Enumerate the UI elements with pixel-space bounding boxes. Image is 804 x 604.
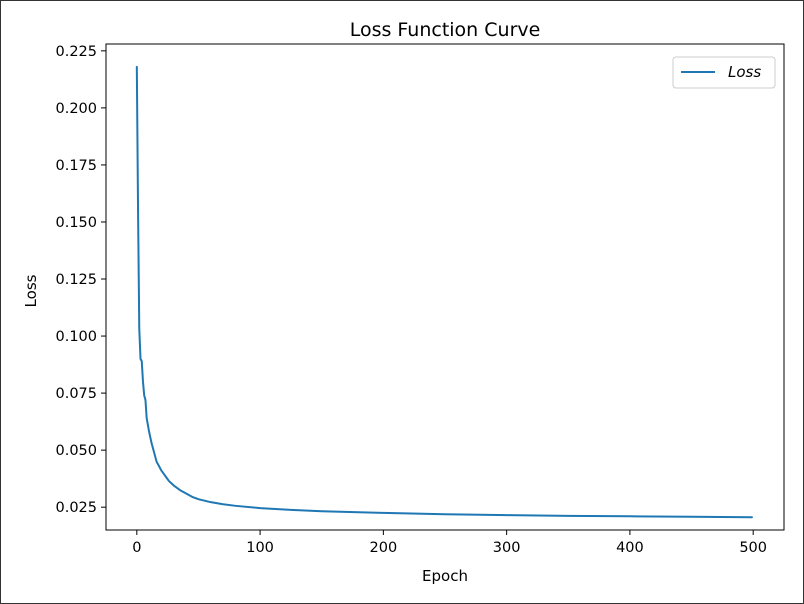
y-tick-label: 0.100 <box>55 329 97 345</box>
x-tick-label: 400 <box>616 540 644 556</box>
y-tick-label: 0.025 <box>55 500 97 516</box>
plot-area-frame <box>105 43 785 531</box>
x-tick-label: 500 <box>739 540 767 556</box>
x-tick-label: 0 <box>132 540 141 556</box>
x-tick-label: 100 <box>246 540 274 556</box>
legend-label-loss: Loss <box>728 63 761 81</box>
legend-box <box>672 56 776 89</box>
x-axis-label: Epoch <box>422 567 468 585</box>
y-tick-label: 0.225 <box>55 44 97 60</box>
y-axis-label: Loss <box>22 274 40 307</box>
y-tick-label: 0.175 <box>55 158 97 174</box>
y-tick-label: 0.050 <box>55 443 97 459</box>
x-tick-label: 200 <box>370 540 398 556</box>
axis-ticks: 0 100 200 300 400 500 0.025 0.050 0.075 0.100 0.12… <box>55 44 767 556</box>
y-tick-label: 0.150 <box>55 215 97 231</box>
series-line-loss <box>135 65 753 519</box>
y-tick-label: 0.075 <box>55 386 97 402</box>
series-layer <box>135 65 753 519</box>
legend: Loss <box>672 56 776 89</box>
y-tick-label: 0.125 <box>55 272 97 288</box>
chart-title: Loss Function Curve <box>350 19 541 41</box>
y-tick-label: 0.200 <box>55 101 97 117</box>
x-tick-label: 300 <box>493 540 521 556</box>
